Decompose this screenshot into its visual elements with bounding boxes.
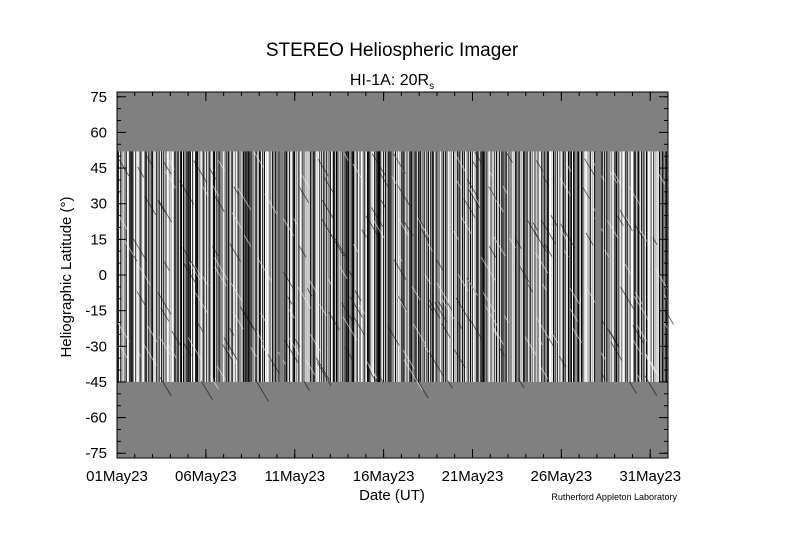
x-axis-title: Date (UT): [359, 487, 425, 504]
x-tick-label: 21May23: [442, 468, 504, 485]
data-gap-1: [279, 151, 284, 382]
x-tick-label: 31May23: [619, 468, 681, 485]
x-tick-label: 26May23: [530, 468, 592, 485]
x-tick-label: 06May23: [175, 468, 237, 485]
chart-title: STEREO Heliospheric Imager: [266, 40, 519, 61]
y-tick-label: -45: [85, 374, 107, 391]
y-tick-label: 60: [90, 124, 107, 141]
y-tick-label: -15: [85, 303, 107, 320]
y-tick-label: -30: [85, 338, 107, 355]
y-tick-label: 75: [90, 89, 107, 106]
y-tick-label: 15: [90, 231, 107, 248]
y-tick-label: 45: [90, 160, 107, 177]
credit-label: Rutherford Appleton Laboratory: [551, 492, 677, 502]
streak-texture: [116, 151, 675, 403]
x-tick-label: 01May23: [86, 468, 148, 485]
plot-area: [116, 92, 675, 458]
y-tick-label: 30: [90, 196, 107, 213]
x-tick-label: 16May23: [353, 468, 415, 485]
axes: 01May23 06May23 11May23 16May23 21May23 26May…: [85, 89, 681, 485]
y-axis-title: Heliographic Latitude (°): [58, 196, 75, 357]
x-tick-label: 11May23: [264, 468, 325, 485]
y-tick-label: 0: [99, 267, 107, 284]
data-gap-2: [595, 151, 602, 382]
y-tick-label: -60: [85, 410, 107, 427]
chart-subtitle: HI-1A: 20Rs: [350, 72, 434, 92]
y-tick-label: -75: [85, 445, 107, 462]
